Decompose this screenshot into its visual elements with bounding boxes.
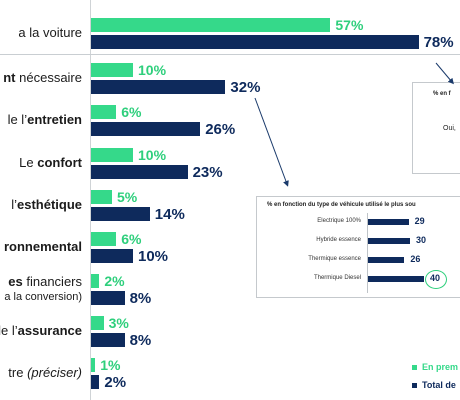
inset-partial-title: % en f (433, 91, 451, 97)
category-label-part: esthétique (16, 197, 82, 212)
category-label: ronnemental (4, 239, 82, 254)
bar-total (91, 207, 150, 221)
data-label-total: 8% (129, 332, 152, 349)
category-label: es financiers (8, 274, 82, 289)
data-label-first: 10% (138, 147, 167, 163)
category-label-part: (préciser) (27, 365, 82, 380)
data-label-first: 10% (138, 62, 167, 78)
bar-first (91, 274, 100, 288)
inset-bar (368, 219, 409, 225)
inset-chart: % en fonction du type de véhicule utilis… (256, 196, 460, 298)
data-label-total: 8% (129, 290, 152, 307)
inset-bar (368, 238, 410, 244)
bar-total (91, 35, 419, 49)
legend-swatch (412, 383, 417, 388)
category-label-part: tre (8, 365, 28, 380)
category-label: Le confort (19, 155, 82, 170)
category-sublabel: a la conversion) (4, 291, 82, 303)
data-label-first: 6% (121, 104, 142, 120)
inset-partial-text: Oui, (443, 125, 456, 132)
bar-total (91, 375, 100, 389)
arrow-line (435, 62, 454, 85)
category-label: tre (préciser) (8, 365, 82, 380)
inset-data-label: 26 (410, 254, 421, 264)
bar-total (91, 291, 125, 305)
category-label-part: entretien (27, 112, 82, 127)
category-label-part: confort (37, 155, 82, 170)
data-label-total: 23% (192, 164, 223, 181)
bar-first (91, 232, 117, 246)
inset-data-label: 29 (414, 216, 425, 226)
category-label: le l’entretien (8, 112, 82, 127)
data-label-total: 14% (154, 206, 185, 223)
bar-first (91, 63, 133, 77)
category-label-part: assurance (17, 323, 82, 338)
inset-category-label: Thermique Diesel (313, 275, 361, 281)
bar-total (91, 165, 188, 179)
data-label-first: 3% (108, 315, 129, 331)
bar-first (91, 316, 104, 330)
inset-bar (368, 276, 424, 282)
data-label-first: 57% (335, 17, 364, 33)
category-label-part: a (18, 25, 30, 40)
inset-chart-title: % en fonction du type de véhicule utilis… (267, 202, 416, 208)
category-label-part: nt (3, 70, 16, 85)
inset-axis-line (367, 213, 368, 293)
data-label-first: 2% (104, 273, 125, 289)
bar-total (91, 122, 201, 136)
category-label-part: es (8, 274, 23, 289)
inset-data-label: 30 (416, 235, 427, 245)
bar-first (91, 18, 331, 32)
data-label-total: 26% (205, 121, 236, 138)
data-label-total: 32% (230, 79, 261, 96)
category-label: nt nécessaire (3, 70, 82, 85)
category-label-part: le l’ (7, 112, 28, 127)
bar-first (91, 358, 96, 372)
category-label-part: le l’ (0, 323, 18, 338)
category-label-part: ronnemental (3, 239, 82, 254)
inset-category-label: Electrique 100% (317, 218, 361, 224)
category-label-part: nécessaire (15, 70, 82, 85)
category-label-part: l’ (11, 197, 17, 212)
legend-label: Total de (422, 380, 456, 390)
category-label: l’esthétique (11, 197, 82, 212)
data-label-total: 10% (138, 248, 169, 265)
category-label: a la voiture (18, 25, 82, 40)
data-label-first: 6% (121, 231, 142, 247)
category-label-part: Le (19, 155, 38, 170)
highlight-circle (425, 270, 447, 289)
bar-first (91, 105, 117, 119)
separator-line (0, 54, 460, 55)
category-label-part: la voiture (29, 25, 82, 40)
bar-total (91, 80, 226, 94)
bar-total (91, 249, 133, 263)
data-label-first: 5% (117, 189, 138, 205)
arrow-line (254, 97, 289, 187)
inset-category-label: Hybride essence (316, 237, 361, 243)
data-label-total: 78% (423, 34, 454, 51)
axis-line (90, 0, 91, 400)
category-label-part: financiers (22, 274, 82, 289)
inset-bar (368, 257, 405, 263)
bar-total (91, 333, 125, 347)
inset-partial: % en f Oui, (412, 82, 460, 174)
legend-swatch (412, 365, 417, 370)
data-label-first: 1% (100, 357, 121, 373)
bar-first (91, 190, 112, 204)
data-label-total: 2% (104, 374, 127, 391)
inset-category-label: Thermique essence (308, 256, 361, 262)
bar-first (91, 148, 133, 162)
legend-label: En prem (422, 362, 459, 372)
category-label: le l’assurance (0, 323, 82, 338)
